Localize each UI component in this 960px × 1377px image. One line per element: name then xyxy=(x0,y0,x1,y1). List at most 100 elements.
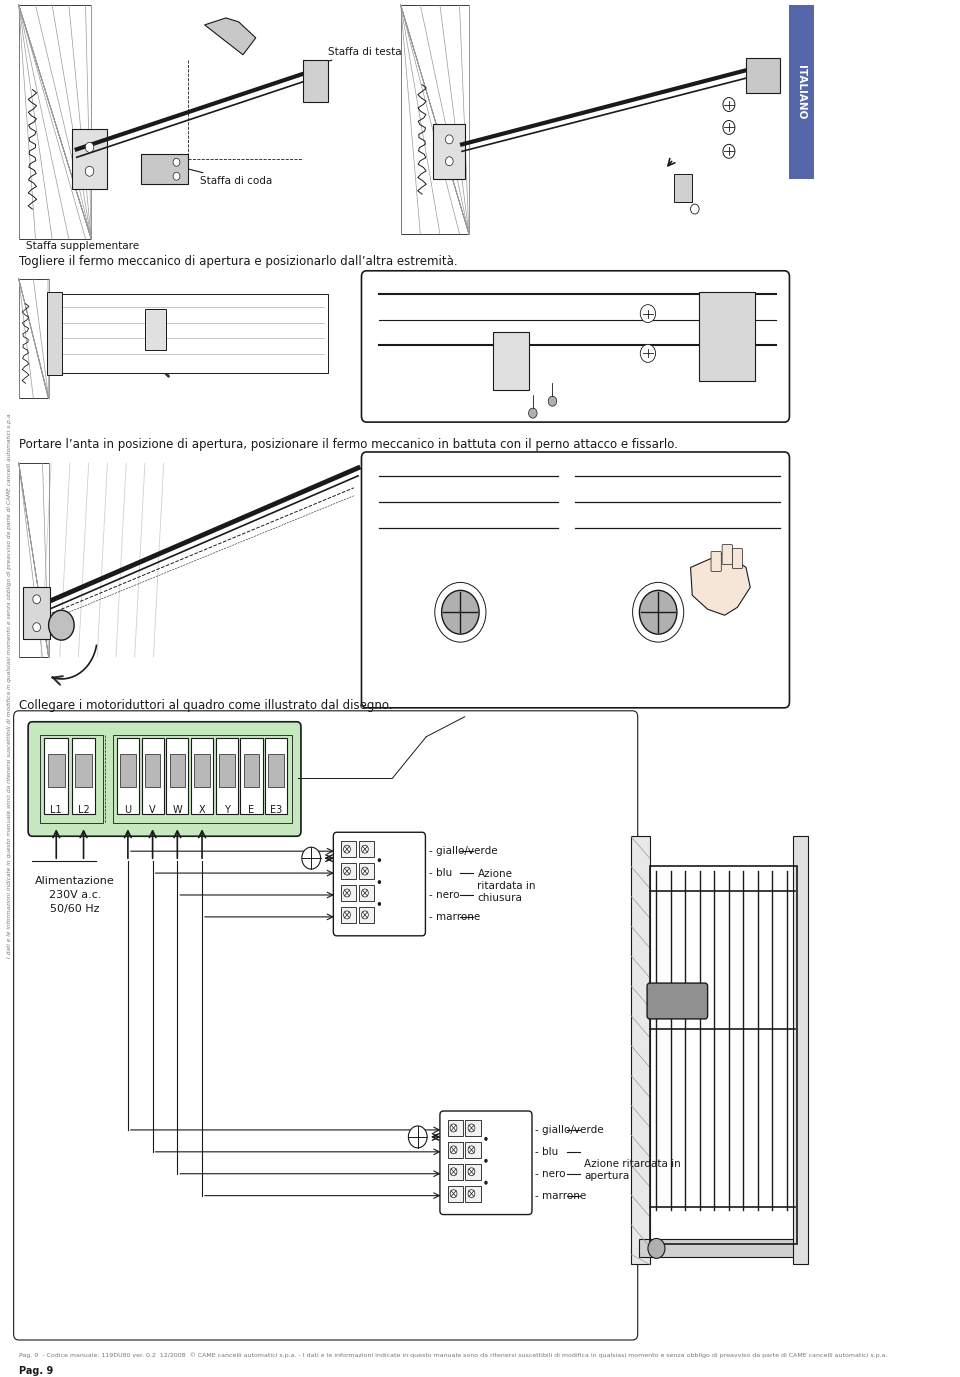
FancyBboxPatch shape xyxy=(13,711,637,1340)
FancyBboxPatch shape xyxy=(440,1111,532,1215)
Bar xyxy=(194,753,210,788)
Bar xyxy=(447,1142,463,1158)
Text: ITALIANO: ITALIANO xyxy=(797,65,806,120)
Text: Togliere il fermo meccanico di apertura e posizionarlo dall’altra estremità.: Togliere il fermo meccanico di apertura … xyxy=(19,255,457,267)
Text: Pag. 9  - Codice manuale: 119DU80 ver. 0.2  12/2008  © CAME cancelli automatici : Pag. 9 - Codice manuale: 119DU80 ver. 0.… xyxy=(19,1352,887,1358)
Bar xyxy=(359,863,374,879)
Bar xyxy=(466,1142,481,1158)
Circle shape xyxy=(445,157,453,165)
Bar xyxy=(650,866,797,1245)
Circle shape xyxy=(484,1137,488,1142)
Circle shape xyxy=(173,158,180,167)
Circle shape xyxy=(173,172,180,180)
Bar xyxy=(746,58,780,92)
Circle shape xyxy=(49,610,74,640)
Bar xyxy=(447,1120,463,1136)
Circle shape xyxy=(648,1238,665,1259)
Circle shape xyxy=(344,912,350,918)
Text: - blu: - blu xyxy=(429,868,452,879)
Text: L2: L2 xyxy=(78,806,89,815)
FancyBboxPatch shape xyxy=(647,983,708,1019)
Bar xyxy=(788,6,814,179)
Circle shape xyxy=(85,167,94,176)
Bar xyxy=(466,1186,481,1202)
Circle shape xyxy=(529,408,537,419)
Bar xyxy=(466,1164,481,1180)
FancyBboxPatch shape xyxy=(492,332,529,390)
Circle shape xyxy=(377,858,381,862)
Bar xyxy=(19,6,91,240)
Bar xyxy=(466,1120,481,1136)
Circle shape xyxy=(723,145,735,158)
Text: - marrone: - marrone xyxy=(429,912,480,921)
Text: Staffa di coda: Staffa di coda xyxy=(161,161,273,186)
FancyBboxPatch shape xyxy=(166,738,188,814)
Circle shape xyxy=(344,868,350,874)
Bar xyxy=(631,836,650,1264)
Text: Y: Y xyxy=(224,806,229,815)
Bar xyxy=(141,154,187,185)
Circle shape xyxy=(723,98,735,112)
Bar xyxy=(302,59,328,102)
Circle shape xyxy=(484,1159,488,1162)
Circle shape xyxy=(640,304,656,322)
Circle shape xyxy=(468,1124,475,1132)
Circle shape xyxy=(450,1146,457,1154)
Bar xyxy=(359,907,374,923)
Bar xyxy=(72,129,107,189)
Circle shape xyxy=(468,1190,475,1198)
FancyBboxPatch shape xyxy=(265,738,287,814)
Bar xyxy=(40,735,103,823)
FancyBboxPatch shape xyxy=(711,552,721,571)
Text: V: V xyxy=(150,806,156,815)
Bar xyxy=(170,753,185,788)
Circle shape xyxy=(33,595,40,603)
Circle shape xyxy=(450,1124,457,1132)
Circle shape xyxy=(344,890,350,896)
Circle shape xyxy=(362,912,369,918)
Bar xyxy=(269,753,284,788)
Circle shape xyxy=(445,135,453,143)
Text: Pag. 9: Pag. 9 xyxy=(19,1366,53,1376)
Circle shape xyxy=(484,1180,488,1184)
FancyBboxPatch shape xyxy=(333,832,425,936)
Circle shape xyxy=(468,1168,475,1176)
FancyBboxPatch shape xyxy=(191,738,213,814)
Circle shape xyxy=(442,591,479,635)
Bar xyxy=(19,463,49,657)
Bar xyxy=(341,863,356,879)
FancyBboxPatch shape xyxy=(72,738,95,814)
Circle shape xyxy=(640,344,656,362)
Bar xyxy=(23,588,50,639)
Bar xyxy=(112,735,292,823)
FancyBboxPatch shape xyxy=(117,738,139,814)
Circle shape xyxy=(362,868,369,874)
Bar xyxy=(145,308,166,350)
Circle shape xyxy=(33,622,40,632)
Bar xyxy=(359,841,374,856)
Circle shape xyxy=(344,845,350,854)
FancyBboxPatch shape xyxy=(362,271,789,423)
Bar xyxy=(47,293,328,373)
FancyBboxPatch shape xyxy=(362,452,789,708)
FancyBboxPatch shape xyxy=(141,738,164,814)
Polygon shape xyxy=(204,18,255,55)
Circle shape xyxy=(377,880,381,884)
Bar xyxy=(145,753,160,788)
Bar xyxy=(793,836,808,1264)
Text: Azione
ritardata in
chiusura: Azione ritardata in chiusura xyxy=(477,869,536,903)
Text: - nero: - nero xyxy=(536,1169,565,1179)
Bar xyxy=(19,278,49,398)
FancyBboxPatch shape xyxy=(28,722,300,836)
Bar xyxy=(120,753,135,788)
Circle shape xyxy=(690,204,699,213)
Circle shape xyxy=(362,845,369,854)
Text: - marrone: - marrone xyxy=(536,1191,587,1201)
Circle shape xyxy=(639,591,677,635)
FancyBboxPatch shape xyxy=(44,738,68,814)
Bar xyxy=(433,124,466,179)
Text: - giallo/verde: - giallo/verde xyxy=(429,847,497,856)
Bar xyxy=(400,6,468,234)
Bar xyxy=(447,1186,463,1202)
Circle shape xyxy=(85,142,94,153)
